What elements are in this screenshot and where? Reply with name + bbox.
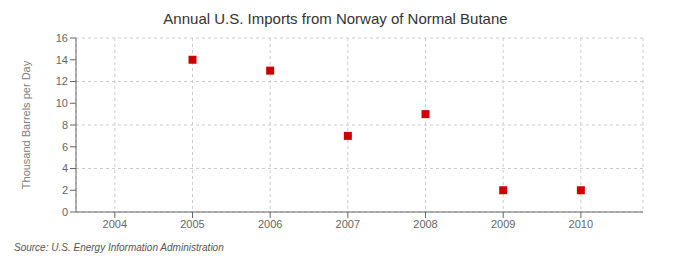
svg-text:14: 14 [56,54,68,66]
svg-text:4: 4 [62,162,68,174]
svg-text:0: 0 [62,206,68,218]
svg-text:8: 8 [62,119,68,131]
svg-text:2009: 2009 [491,218,515,230]
svg-text:2006: 2006 [258,218,282,230]
svg-text:12: 12 [56,75,68,87]
svg-text:10: 10 [56,97,68,109]
html-text:Source: U.S. Energy Informatio: Source: U.S. Energy Information Administ… [14,242,224,253]
svg-text:2: 2 [62,184,68,196]
svg-text:2010: 2010 [569,218,593,230]
svg-text:2005: 2005 [180,218,204,230]
svg-text:6: 6 [62,141,68,153]
svg-text:2004: 2004 [103,218,127,230]
svg-text:2007: 2007 [336,218,360,230]
svg-text:16: 16 [56,32,68,44]
svg-text:Thousand Barrels per Day: Thousand Barrels per Day [20,60,32,189]
svg-text:2008: 2008 [413,218,437,230]
html-text:Annual U.S. Imports from Norwa: Annual U.S. Imports from Norway of Norma… [163,10,508,27]
